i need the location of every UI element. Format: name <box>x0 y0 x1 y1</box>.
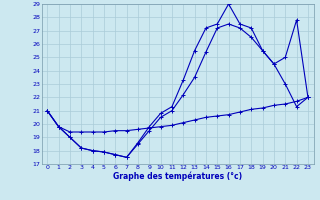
X-axis label: Graphe des températures (°c): Graphe des températures (°c) <box>113 172 242 181</box>
